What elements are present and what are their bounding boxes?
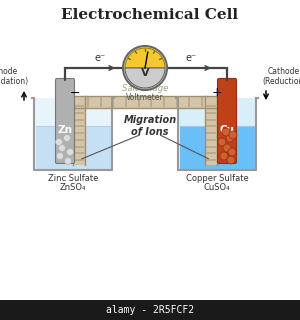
- Circle shape: [220, 152, 228, 160]
- Text: +: +: [212, 86, 222, 100]
- Text: Anode
(Oxidation): Anode (Oxidation): [0, 67, 28, 86]
- FancyBboxPatch shape: [56, 78, 74, 164]
- Circle shape: [226, 134, 234, 142]
- Text: Electrochemical Cell: Electrochemical Cell: [61, 8, 239, 22]
- Wedge shape: [125, 68, 165, 88]
- Text: e⁻: e⁻: [185, 53, 197, 63]
- Text: Copper Sulfate: Copper Sulfate: [186, 174, 248, 183]
- Text: Salt Bridge: Salt Bridge: [122, 84, 168, 93]
- Circle shape: [58, 145, 65, 151]
- Text: alamy - 2R5FCF2: alamy - 2R5FCF2: [106, 305, 194, 315]
- Wedge shape: [125, 48, 165, 68]
- Circle shape: [228, 148, 236, 156]
- Text: ZnSO₄: ZnSO₄: [60, 183, 86, 192]
- Text: CuSO₄: CuSO₄: [204, 183, 230, 192]
- Circle shape: [64, 157, 71, 164]
- Circle shape: [56, 139, 62, 146]
- Circle shape: [67, 148, 73, 156]
- Bar: [205, 102, 217, 165]
- Text: −: −: [70, 86, 80, 100]
- Text: Cu: Cu: [220, 125, 235, 135]
- Circle shape: [229, 131, 237, 139]
- Circle shape: [227, 156, 235, 164]
- Text: Voltmeter: Voltmeter: [126, 93, 164, 102]
- Text: Migration
of Ions: Migration of Ions: [123, 115, 177, 137]
- Circle shape: [222, 128, 230, 136]
- Text: e⁻: e⁻: [94, 53, 106, 63]
- Circle shape: [56, 153, 64, 159]
- Text: V: V: [141, 68, 149, 78]
- Circle shape: [64, 134, 70, 141]
- Circle shape: [223, 144, 231, 152]
- Bar: [73, 102, 85, 165]
- Text: Zinc Sulfate: Zinc Sulfate: [48, 174, 98, 183]
- Bar: [34, 98, 112, 170]
- Text: Zn: Zn: [58, 125, 73, 135]
- Bar: [35, 126, 110, 169]
- Text: Cathode
(Reduction): Cathode (Reduction): [262, 67, 300, 86]
- Bar: [178, 98, 256, 170]
- FancyBboxPatch shape: [218, 78, 236, 164]
- Circle shape: [218, 138, 226, 146]
- Bar: [0, 300, 300, 320]
- Circle shape: [123, 46, 167, 90]
- Bar: [179, 126, 254, 169]
- Bar: [73, 96, 217, 108]
